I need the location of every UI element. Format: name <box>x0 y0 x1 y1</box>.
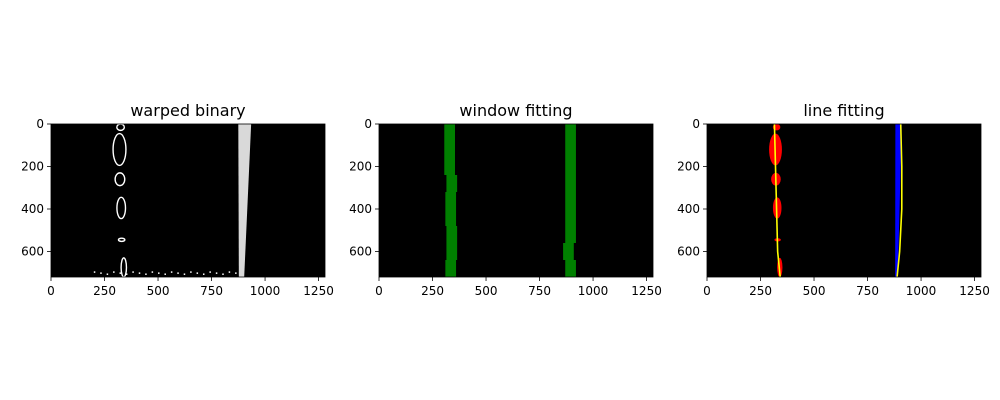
noise-pixel <box>158 272 160 274</box>
subplot-title: window fitting <box>459 101 572 120</box>
y-tick-label: 400 <box>21 202 44 216</box>
noise-pixel <box>222 273 224 275</box>
y-tick-label: 200 <box>677 160 700 174</box>
y-tick-label: 0 <box>364 117 372 131</box>
subplot-line-fitting: line fitting 0 250 500 750 1000 1250 0 200 400 60… <box>677 101 990 298</box>
lane-pixel-blob <box>117 237 126 243</box>
axes-frame <box>378 123 654 278</box>
plot-content <box>444 124 576 277</box>
noise-pixel <box>170 271 173 273</box>
right-lane-pixels <box>238 124 252 277</box>
lane-pixel-blob <box>114 172 126 187</box>
right-window <box>565 209 576 226</box>
right-window <box>565 124 576 141</box>
noise-pixel <box>100 272 102 274</box>
noise-pixel <box>177 272 179 274</box>
right-window <box>565 141 576 158</box>
right-window <box>563 243 574 260</box>
noise-pixel <box>209 271 211 273</box>
lane-pixel-blob <box>116 124 126 132</box>
axes-frame <box>50 123 326 278</box>
noise-pixel <box>125 273 128 275</box>
noise-pixel <box>145 273 147 275</box>
right-window <box>565 192 576 209</box>
x-tick-label: 1250 <box>631 284 662 298</box>
x-tick-label: 0 <box>47 284 55 298</box>
noise-pixel <box>235 272 237 274</box>
x-tick-label: 500 <box>803 284 826 298</box>
y-tick-label: 600 <box>677 245 700 259</box>
plot-background <box>51 124 325 277</box>
y-tick-label: 200 <box>21 160 44 174</box>
x-tick-label: 0 <box>375 284 383 298</box>
left-window <box>445 192 457 209</box>
lane-pixel-blob <box>112 132 127 167</box>
x-tick-label: 250 <box>93 284 116 298</box>
left-window <box>445 209 457 226</box>
y-tick-label: 0 <box>692 117 700 131</box>
y-tick-label: 200 <box>349 160 372 174</box>
noise-pixel <box>164 273 166 275</box>
noise-pixel <box>215 272 218 274</box>
left-fit-line <box>773 124 782 277</box>
x-tick-label: 750 <box>528 284 551 298</box>
plot-content <box>93 124 252 277</box>
noise-pixel <box>119 272 121 274</box>
noise-pixel <box>93 271 96 273</box>
x-tick-label: 750 <box>200 284 223 298</box>
right-window <box>565 158 576 175</box>
left-window <box>444 141 455 158</box>
noise-pixel <box>202 273 205 275</box>
x-tick-label: 500 <box>475 284 498 298</box>
lane-pixel-blob <box>116 196 127 220</box>
right-window <box>565 226 576 243</box>
right-window <box>565 260 576 277</box>
noise-pixel <box>113 271 115 273</box>
noise-pixel <box>228 271 231 273</box>
x-tick-label: 1250 <box>959 284 990 298</box>
left-window <box>446 175 458 192</box>
axes-frame <box>706 123 982 278</box>
y-tick-label: 400 <box>677 202 700 216</box>
plot-background <box>707 124 981 277</box>
x-tick-label: 250 <box>421 284 444 298</box>
x-tick-label: 1000 <box>250 284 281 298</box>
subplot-title: line fitting <box>803 101 884 120</box>
left-window <box>446 243 458 260</box>
noise-pixel <box>190 271 192 273</box>
left-window <box>444 124 455 141</box>
noise-pixel <box>106 273 109 275</box>
y-tick-label: 600 <box>21 245 44 259</box>
y-tick-label: 400 <box>349 202 372 216</box>
subplot-title: warped binary <box>130 101 245 120</box>
right-lane-pixels <box>895 124 902 277</box>
left-window <box>446 226 458 243</box>
plot-content <box>769 124 903 277</box>
right-window <box>565 175 576 192</box>
left-window <box>444 158 455 175</box>
y-tick-label: 600 <box>349 245 372 259</box>
left-window <box>445 260 457 277</box>
y-tick-label: 0 <box>36 117 44 131</box>
x-tick-label: 750 <box>856 284 879 298</box>
subplot-window-fitting: window fitting 0 250 500 750 1000 1250 0 200 400… <box>349 101 662 298</box>
x-tick-label: 1000 <box>578 284 609 298</box>
x-tick-label: 1000 <box>906 284 937 298</box>
x-tick-label: 0 <box>703 284 711 298</box>
noise-pixel <box>132 271 134 273</box>
noise-pixel <box>138 272 141 274</box>
noise-pixel <box>196 272 199 274</box>
x-tick-label: 500 <box>147 284 170 298</box>
plot-background <box>379 124 653 277</box>
noise-pixel <box>183 273 186 275</box>
noise-pixel <box>151 271 154 273</box>
x-tick-label: 250 <box>749 284 772 298</box>
lane-pixel-blob <box>120 257 128 277</box>
subplot-warped-binary: warped binary 0 250 500 750 1000 1250 0 200 400 6… <box>21 101 334 298</box>
x-tick-label: 1250 <box>303 284 334 298</box>
right-fit-line <box>896 124 903 277</box>
